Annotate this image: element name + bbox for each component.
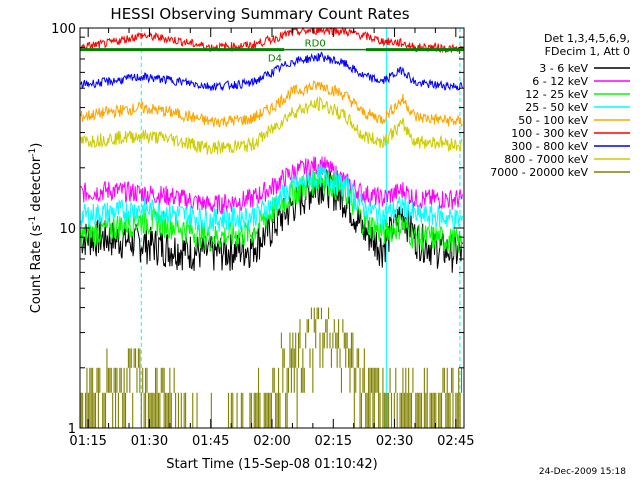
series-25-50keV <box>80 163 463 234</box>
series-6-12keV <box>80 156 463 215</box>
series-line <box>80 163 463 234</box>
series-line <box>80 26 463 54</box>
y-axis-label-sup1: -1 <box>28 216 38 225</box>
plot-area: RD0 D4 <box>79 26 464 428</box>
legend-label: 800 - 7000 keV <box>504 153 588 166</box>
legend-label: 100 - 300 keV <box>511 127 588 140</box>
series-line <box>80 51 463 92</box>
legend-label: 300 - 800 keV <box>511 140 588 153</box>
x-tick-label: 02:45 <box>437 434 474 449</box>
legend-label: 3 - 6 keV <box>539 62 588 75</box>
flag-label-rd0: RD0 <box>305 39 326 50</box>
series-100-300keV <box>80 26 463 54</box>
series-800-7000keV <box>80 95 463 155</box>
legend: Det 1,3,4,5,6,9, FDecim 1, Att 0 3 - 6 k… <box>490 32 630 179</box>
y-tick-label: 1 <box>68 422 76 437</box>
series-7000-20000keV <box>80 307 463 428</box>
series-line <box>80 168 463 257</box>
legend-label: 25 - 50 keV <box>525 101 588 114</box>
x-tick-label: 01:45 <box>192 434 229 449</box>
x-tick-label: 02:15 <box>315 434 352 449</box>
legend-header-line1: Det 1,3,4,5,6,9, <box>544 32 630 45</box>
x-tick-label: 02:30 <box>376 434 413 449</box>
x-tick-label: 01:15 <box>69 434 106 449</box>
series-50-100keV <box>80 80 463 128</box>
series-line <box>80 156 463 215</box>
y-axis-label-part2: detector <box>29 156 44 216</box>
y-axis: 1 10 100 <box>51 22 464 437</box>
y-axis-label-part3: ) <box>29 143 44 148</box>
legend-label: 6 - 12 keV <box>532 75 588 88</box>
legend-header-line2: FDecim 1, Att 0 <box>545 45 630 58</box>
timestamp: 24-Dec-2009 15:18 <box>539 467 626 477</box>
y-axis-label-part1: Count Rate (s <box>29 225 44 314</box>
y-axis-label-sup2: -1 <box>28 148 38 157</box>
series-300-800keV <box>80 51 463 92</box>
y-axis-label: Count Rate (s-1 detector-1) <box>28 143 44 314</box>
legend-label: 50 - 100 keV <box>518 114 588 127</box>
x-tick-label: 01:30 <box>131 434 168 449</box>
series-line <box>80 80 463 128</box>
series-12-25keV <box>80 168 463 257</box>
y-tick-label: 100 <box>51 22 76 37</box>
chart-title: HESSI Observing Summary Count Rates <box>110 5 409 23</box>
x-axis-label: Start Time (15-Sep-08 01:10:42) <box>166 457 377 472</box>
x-tick-label: 02:00 <box>253 434 290 449</box>
flag-label-d4: D4 <box>268 54 282 65</box>
legend-label: 7000 - 20000 keV <box>490 166 588 179</box>
legend-label: 12 - 25 keV <box>525 88 588 101</box>
y-tick-label: 10 <box>59 222 76 237</box>
x-axis: 01:15 01:30 01:45 02:00 02:15 02:30 02:45 <box>69 28 475 449</box>
series-line <box>80 95 463 155</box>
